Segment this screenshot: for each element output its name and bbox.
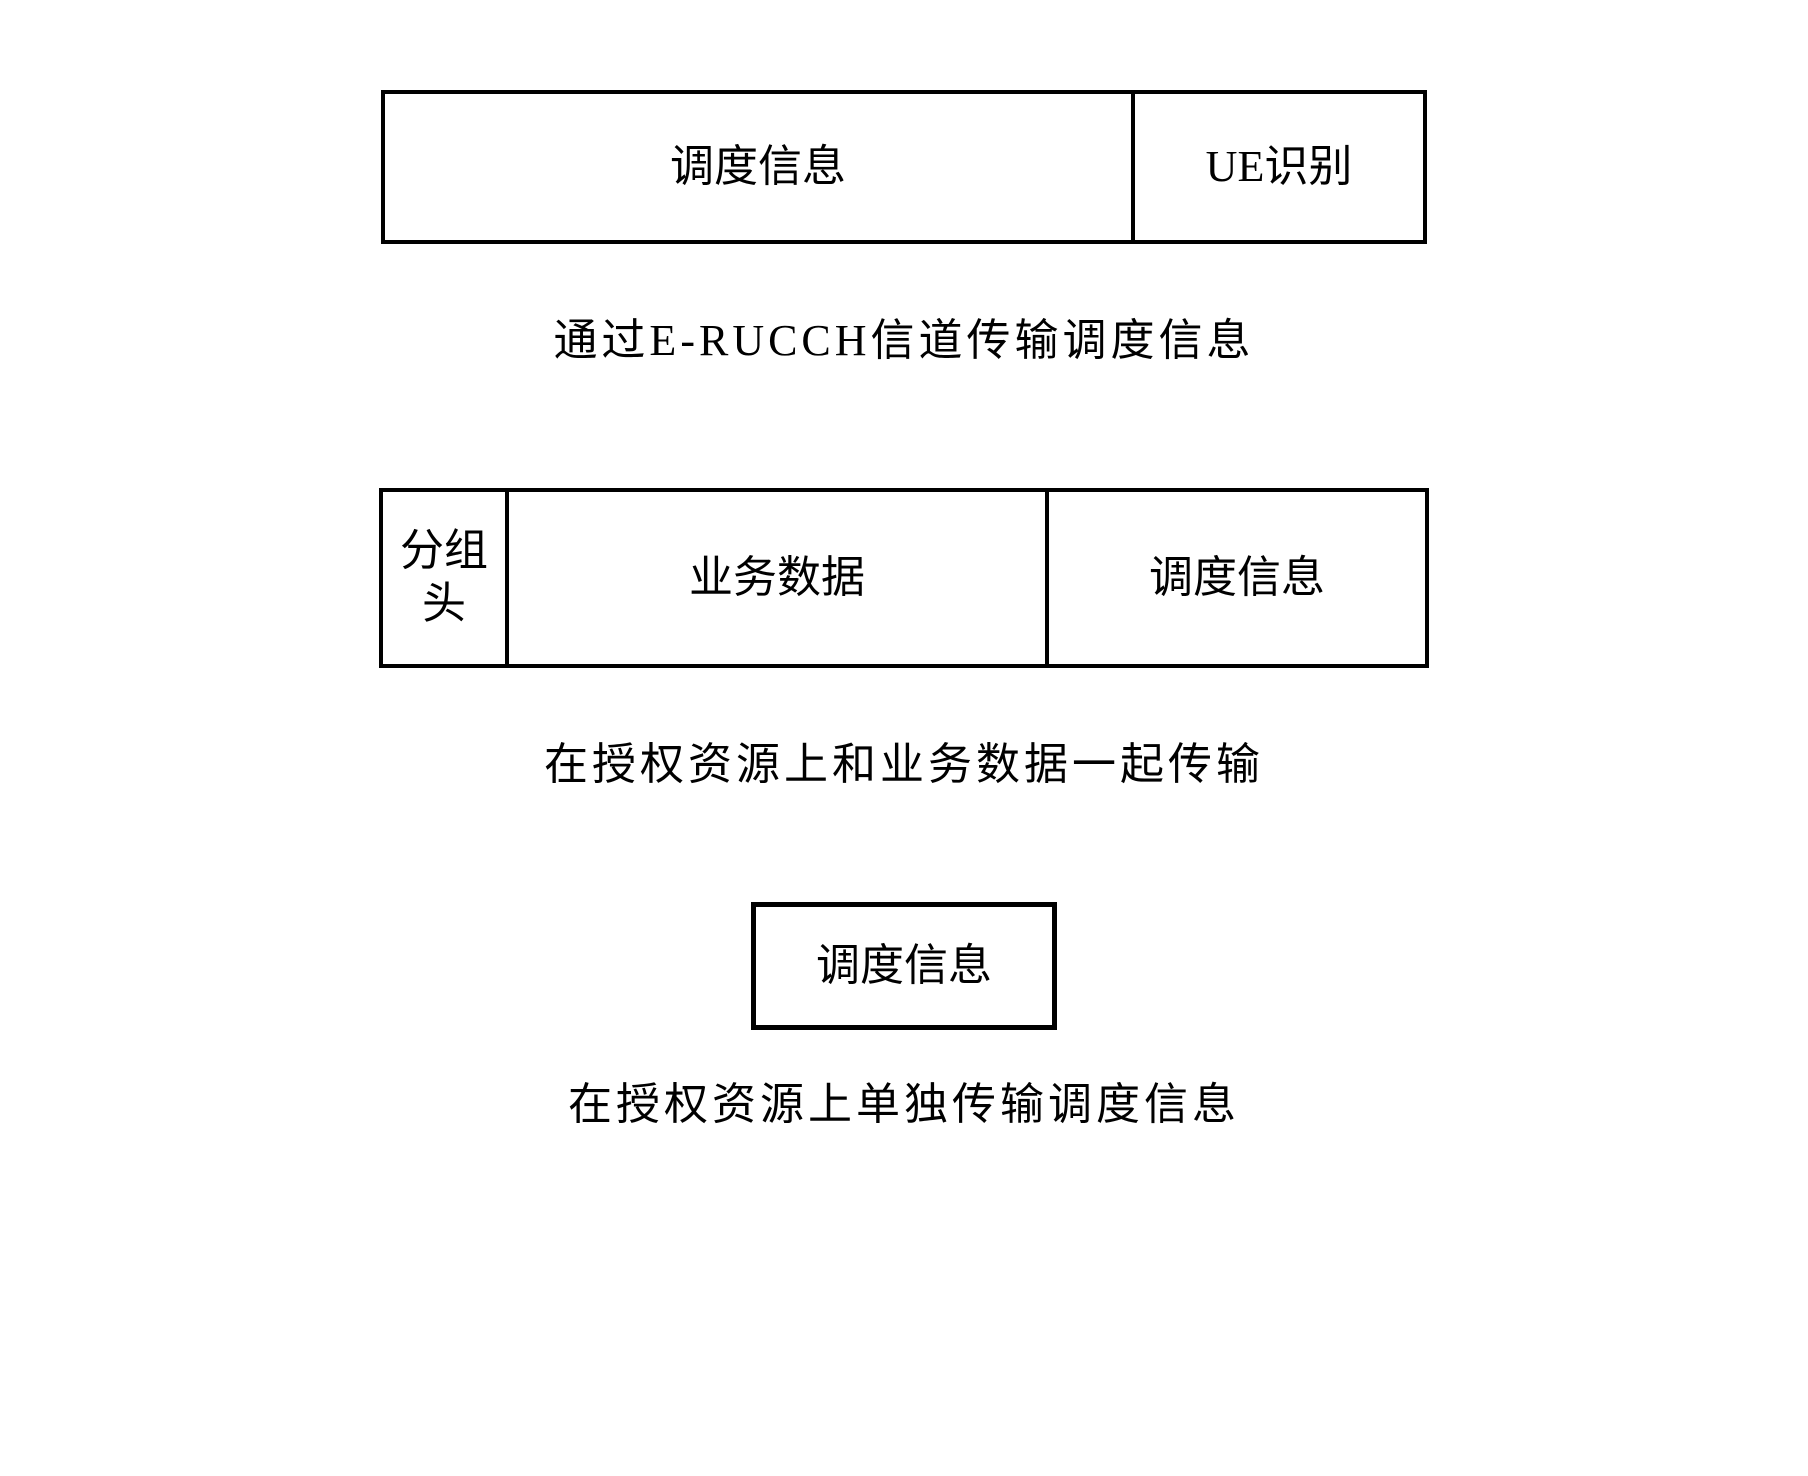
cell-packet-header: 分组头 <box>383 492 509 664</box>
packet-row-3: 调度信息 <box>751 902 1057 1030</box>
caption-2: 在授权资源上和业务数据一起传输 <box>544 728 1264 792</box>
caption-1: 通过E-RUCCH信道传输调度信息 <box>553 304 1254 368</box>
caption-3: 在授权资源上单独传输调度信息 <box>568 1068 1240 1132</box>
cell-ue-identification: UE识别 <box>1135 94 1423 240</box>
packet-row-2: 分组头 业务数据 调度信息 <box>379 488 1429 668</box>
cell-scheduling-info-3: 调度信息 <box>756 907 1052 1025</box>
diagram-section-2: 分组头 业务数据 调度信息 在授权资源上和业务数据一起传输 <box>379 488 1429 792</box>
diagram-section-1: 调度信息 UE识别 通过E-RUCCH信道传输调度信息 <box>381 90 1427 368</box>
diagram-section-3: 调度信息 在授权资源上单独传输调度信息 <box>568 902 1240 1132</box>
cell-scheduling-info-2: 调度信息 <box>1049 492 1425 664</box>
packet-row-1: 调度信息 UE识别 <box>381 90 1427 244</box>
cell-scheduling-info: 调度信息 <box>385 94 1135 240</box>
cell-service-data: 业务数据 <box>509 492 1049 664</box>
